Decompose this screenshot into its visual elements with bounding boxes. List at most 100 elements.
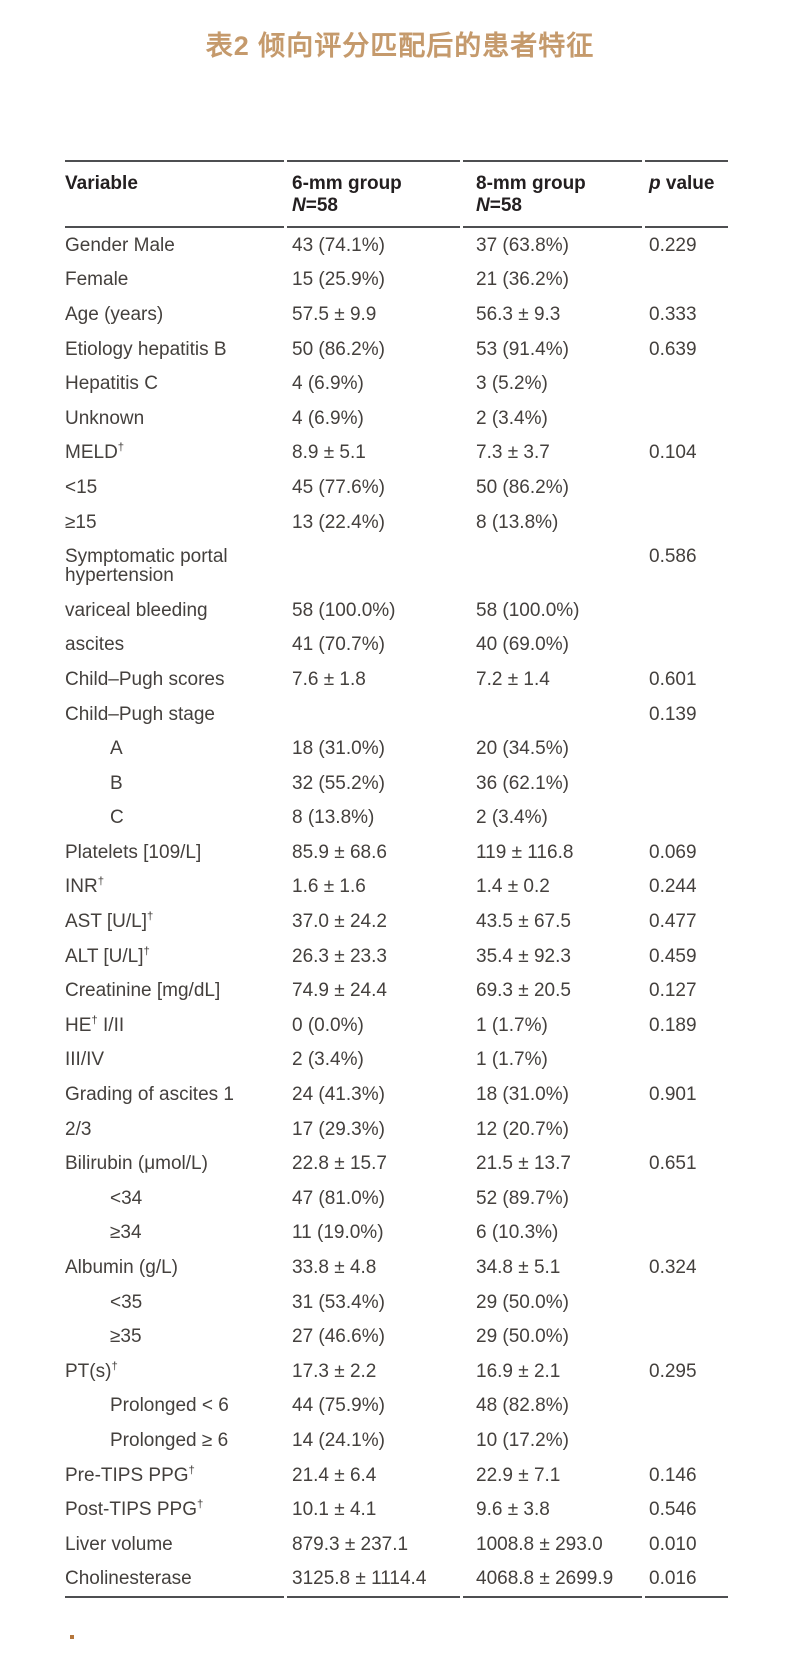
group6-value-cell: 14 (24.1%) [292, 1429, 385, 1451]
variable-cell: 2/3 [65, 1118, 92, 1140]
table-row: Prolonged < 6 44 (75.9%) 48 (82.8%) [65, 1389, 728, 1424]
pvalue-cell: 0.016 [645, 1562, 728, 1599]
pvalue-cell [645, 366, 728, 401]
pvalue-cell: 0.146 [649, 1464, 697, 1486]
page-title: 表2 倾向评分匹配后的患者特征 [205, 31, 595, 61]
group8-value-cell: 56.3 ± 9.3 [476, 303, 561, 325]
pvalue-cell: 0.586 [649, 546, 697, 568]
group8-value-cell: 8 (13.8%) [476, 511, 559, 533]
group8-value-cell: 1 (1.7%) [476, 1014, 548, 1036]
group6-value-cell: 0 (0.0%) [292, 1014, 364, 1036]
group8-value-cell: 69.3 ± 20.5 [476, 980, 571, 1002]
group8-value-cell: 16.9 ± 2.1 [476, 1360, 561, 1382]
table-row: Platelets [109/L] 85.9 ± 68.6 119 ± 116.8 0… [65, 835, 728, 870]
variable-cell: Bilirubin (μmol/L) [65, 1153, 208, 1175]
variable-cell: A [110, 738, 123, 760]
group8-value-cell: 7.3 ± 3.7 [476, 442, 550, 464]
group8-value-cell: 43.5 ± 67.5 [476, 911, 571, 933]
table-row: <35 31 (53.4%) 29 (50.0%) [65, 1285, 728, 1320]
variable-cell: Female [65, 269, 129, 291]
group6-value-cell: 21.4 ± 6.4 [292, 1464, 377, 1486]
group6-value-cell: 2 (3.4%) [292, 1049, 364, 1071]
header-8mm-group: 8-mm group N=58 [463, 160, 642, 228]
group8-value-cell: 53 (91.4%) [476, 338, 569, 360]
pvalue-cell: 0.244 [649, 876, 697, 898]
pvalue-cell [645, 1423, 728, 1458]
table-row: INR† 1.6 ± 1.6 1.4 ± 0.2 0.244 [65, 870, 728, 905]
group6-value-cell: 17 (29.3%) [292, 1118, 385, 1140]
table-row: Grading of ascites 1 24 (41.3%) 18 (31.0%)… [65, 1077, 728, 1112]
table-row: HE† I/II 0 (0.0%) 1 (1.7%) 0.189 [65, 1008, 728, 1043]
table-row: Creatinine [mg/dL] 74.9 ± 24.4 69.3 ± 20.5… [65, 973, 728, 1008]
variable-cell: AST [U/L]† [65, 910, 154, 933]
group8-value-cell: 58 (100.0%) [476, 599, 580, 621]
variable-cell: ≥15 [65, 511, 97, 533]
pvalue-cell [645, 801, 728, 836]
table-body: Gender Male 43 (74.1%) 37 (63.8%) 0.229 Fema… [65, 228, 728, 1599]
pvalue-cell [645, 1216, 728, 1251]
pvalue-cell: 0.127 [649, 980, 697, 1002]
variable-cell: <34 [110, 1187, 143, 1209]
table-row: <15 45 (77.6%) 50 (86.2%) [65, 470, 728, 505]
variable-cell: Age (years) [65, 303, 164, 325]
group6-value-cell: 10.1 ± 4.1 [292, 1499, 377, 1521]
table-row: ≥15 13 (22.4%) 8 (13.8%) [65, 505, 728, 540]
group6-value-cell: 7.6 ± 1.8 [292, 668, 366, 690]
variable-cell: Prolonged ≥ 6 [110, 1429, 229, 1451]
header-6mm-label: 6-mm group [292, 173, 402, 194]
pvalue-cell [645, 470, 728, 505]
group8-value-cell: 50 (86.2%) [476, 476, 569, 498]
footnote-fragment-dot [70, 1635, 74, 1639]
group8-value-cell: 35.4 ± 92.3 [476, 945, 571, 967]
pvalue-cell [645, 263, 728, 298]
group6-value-cell: 15 (25.9%) [292, 269, 385, 291]
pvalue-cell [645, 1319, 728, 1354]
italic-n: N [476, 195, 490, 216]
variable-cell: ≥34 [110, 1222, 142, 1244]
group8-value-cell: 2 (3.4%) [476, 407, 548, 429]
variable-cell: Hepatitis C [65, 373, 158, 395]
pvalue-cell: 0.189 [649, 1014, 697, 1036]
group8-value-cell: 37 (63.8%) [476, 234, 569, 256]
group6-value-cell: 41 (70.7%) [292, 634, 385, 656]
header-6mm-group: 6-mm group N=58 [287, 160, 460, 228]
group8-value-cell: 20 (34.5%) [476, 738, 569, 760]
group6-value-cell: 22.8 ± 15.7 [292, 1153, 387, 1175]
table-row: Cholinesterase 3125.8 ± 1114.4 4068.8 ± 26… [65, 1562, 728, 1599]
group8-value-cell: 9.6 ± 3.8 [476, 1499, 550, 1521]
group6-value-cell [287, 539, 460, 593]
variable-cell: <15 [65, 476, 98, 498]
group8-value-cell: 21 (36.2%) [476, 269, 569, 291]
pvalue-cell [645, 766, 728, 801]
group6-value-cell: 11 (19.0%) [292, 1222, 384, 1244]
group8-value-cell: 40 (69.0%) [476, 634, 569, 656]
table-row: MELD† 8.9 ± 5.1 7.3 ± 3.7 0.104 [65, 436, 728, 471]
group8-value-cell [463, 539, 642, 593]
variable-cell: ascites [65, 634, 125, 656]
variable-cell: Prolonged < 6 [110, 1395, 229, 1417]
group8-value-cell: 1008.8 ± 293.0 [476, 1533, 603, 1555]
group6-value-cell: 44 (75.9%) [292, 1395, 385, 1417]
variable-cell: <35 [110, 1291, 143, 1313]
pvalue-cell [645, 628, 728, 663]
header-8mm-n: N=58 [476, 195, 642, 217]
table-row: Post-TIPS PPG† 10.1 ± 4.1 9.6 ± 3.8 0.546 [65, 1492, 728, 1527]
table-row: C 8 (13.8%) 2 (3.4%) [65, 801, 728, 836]
table-row: Female 15 (25.9%) 21 (36.2%) [65, 263, 728, 298]
group6-value-cell: 8.9 ± 5.1 [292, 442, 366, 464]
table-row: B 32 (55.2%) 36 (62.1%) [65, 766, 728, 801]
table-row: PT(s)† 17.3 ± 2.2 16.9 ± 2.1 0.295 [65, 1354, 728, 1389]
group8-value-cell: 6 (10.3%) [476, 1222, 559, 1244]
variable-cell: variceal bleeding [65, 599, 208, 621]
table-row: III/IV 2 (3.4%) 1 (1.7%) [65, 1043, 728, 1078]
pvalue-cell: 0.459 [649, 945, 697, 967]
group8-value-cell: 12 (20.7%) [476, 1118, 569, 1140]
group8-value-cell: 2 (3.4%) [476, 807, 548, 829]
table-row: Albumin (g/L) 33.8 ± 4.8 34.8 ± 5.1 0.324 [65, 1250, 728, 1285]
pvalue-cell [645, 1112, 728, 1147]
variable-cell: Cholinesterase [65, 1562, 284, 1599]
p-value-word: value [660, 173, 715, 194]
group8-value-cell: 34.8 ± 5.1 [476, 1257, 561, 1279]
table-row: Child–Pugh scores 7.6 ± 1.8 7.2 ± 1.4 0.601 [65, 662, 728, 697]
group6-value-cell: 24 (41.3%) [292, 1084, 385, 1106]
